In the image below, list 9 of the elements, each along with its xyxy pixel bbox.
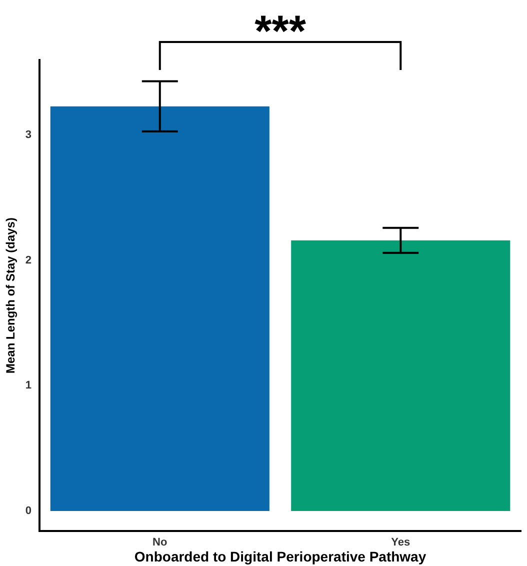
y-tick-label: 0 [25,504,32,517]
x-axis-title: Onboarded to Digital Perioperative Pathway [134,548,426,564]
y-axis-title: Mean Length of Stay (days) [4,217,18,374]
y-tick-label: 3 [25,129,32,142]
x-tick-label: Yes [391,536,410,549]
x-tick-label: No [152,536,168,549]
text: *** [254,7,307,56]
y-tick-label: 1 [25,380,32,392]
y-tick-label: 2 [25,254,32,266]
